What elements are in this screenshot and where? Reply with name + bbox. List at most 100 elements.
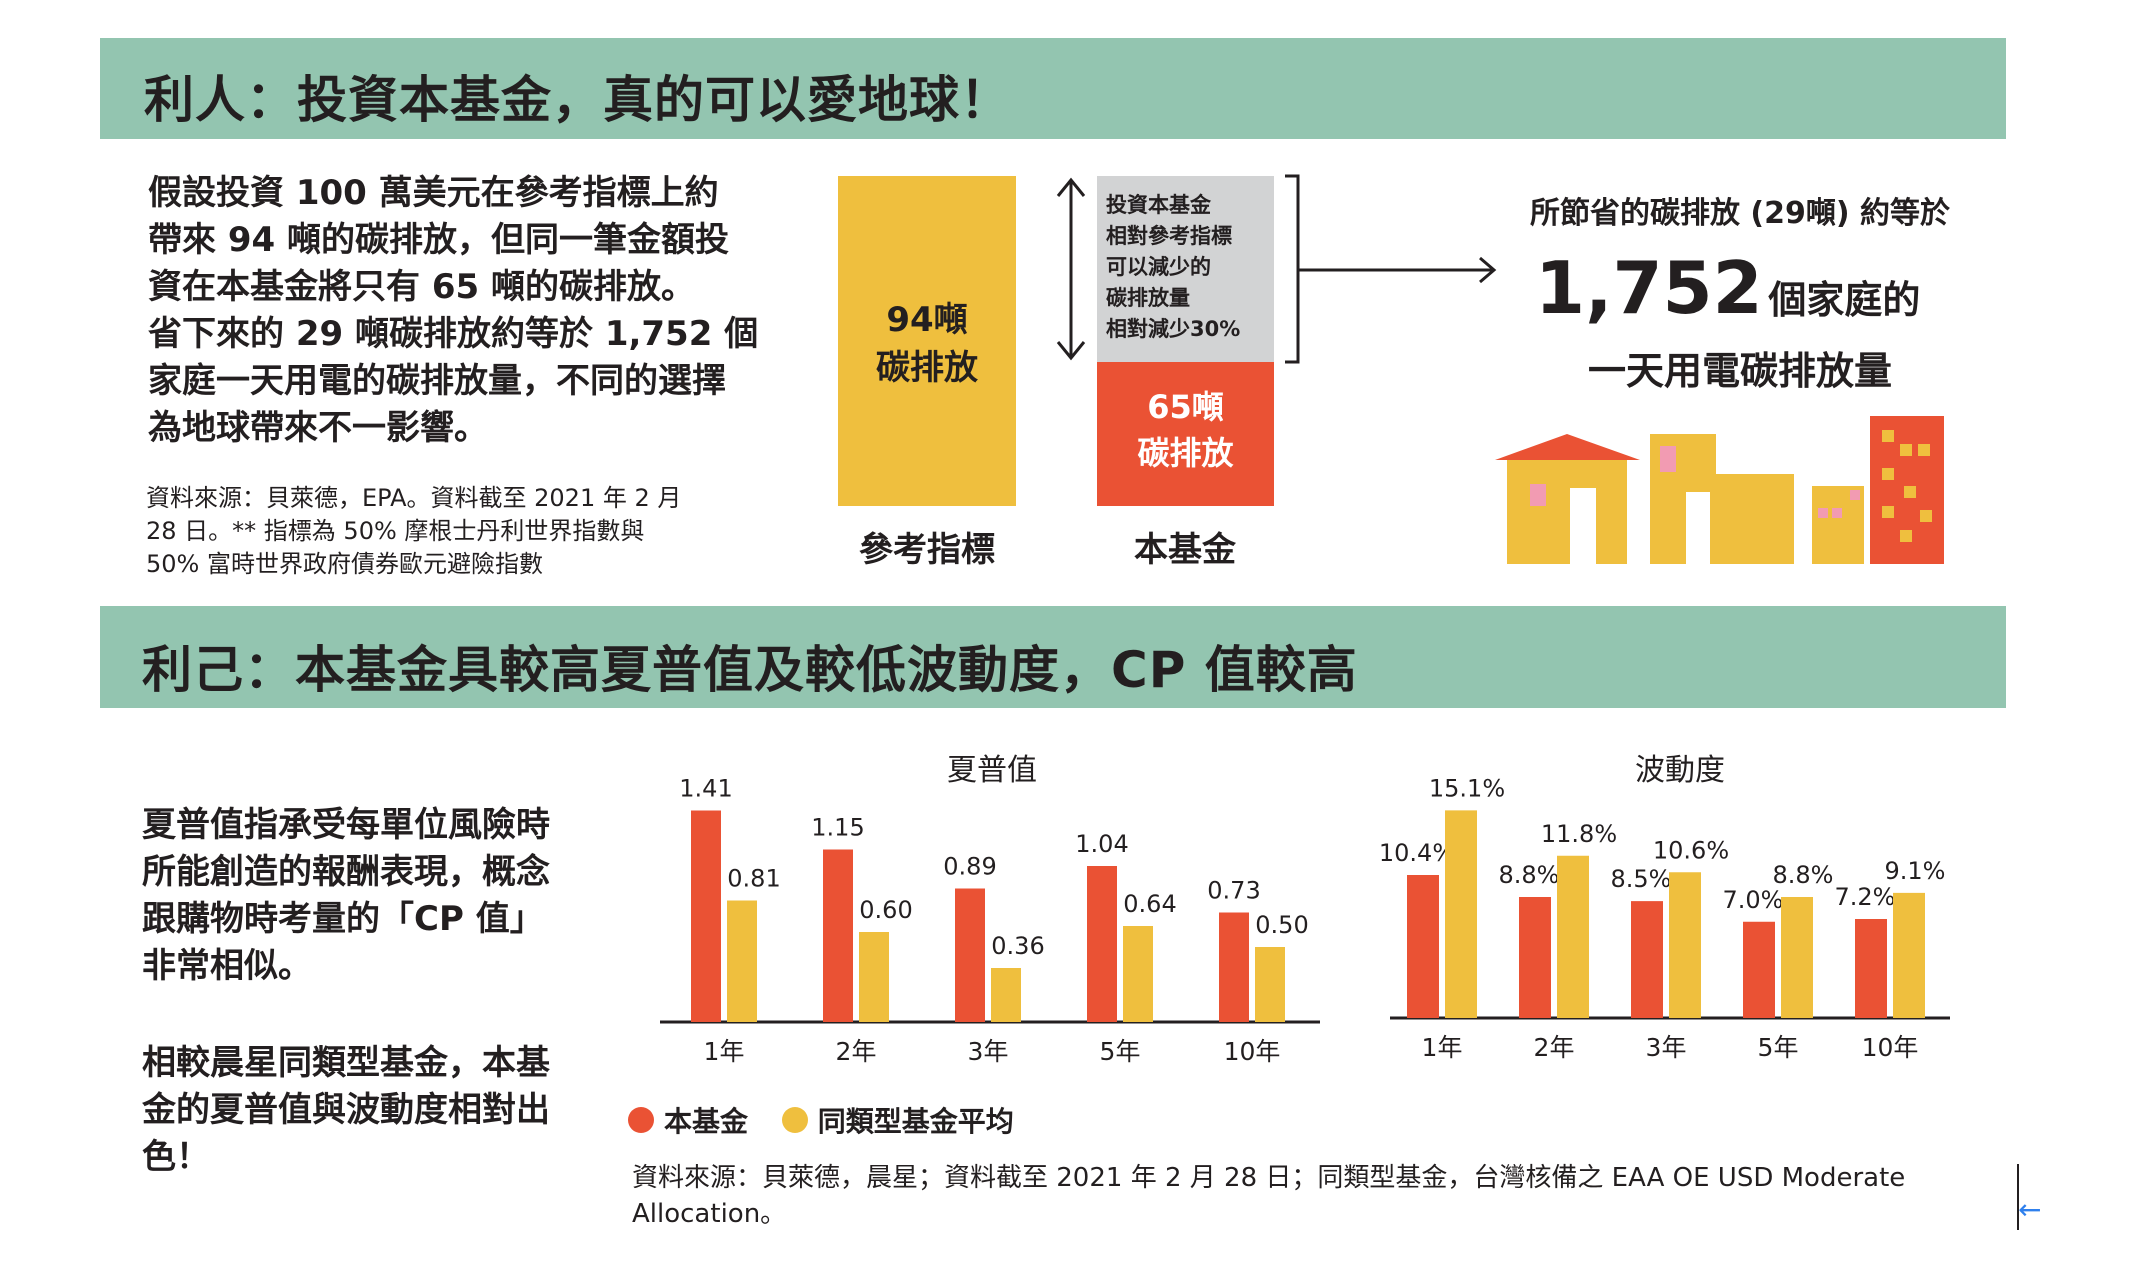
source-line: 50% 富時世界政府債券歐元避險指數 [146, 550, 543, 578]
x-tick-label: 1年 [704, 1037, 745, 1066]
houses-illustration [1495, 416, 1944, 564]
paragraph-line: 為地球帶來不一影響。 [148, 408, 488, 448]
paragraph-line: 夏普值指承受每單位風險時 [142, 805, 550, 845]
data-label-peer: 0.64 [1123, 890, 1176, 918]
data-label-peer: 0.36 [991, 932, 1044, 960]
chart-title: 波動度 [1635, 753, 1725, 788]
bar-peer [1669, 872, 1701, 1018]
section2-source: 資料來源：貝萊德，晨星；資料截至 2021 年 2 月 28 日；同類型基金，台… [632, 1160, 1905, 1232]
equivalent-number: 1,752 [1535, 246, 1763, 330]
benchmark-bar-label: 94噸 碳排放 [838, 296, 1016, 392]
section1-banner: 利人：投資本基金，真的可以愛地球！ [100, 38, 2006, 139]
x-tick-label: 5年 [1100, 1037, 1141, 1066]
equivalent-unit: 個家庭的 [1768, 278, 1921, 322]
legend-item-fund: 本基金 [628, 1100, 748, 1140]
data-label-fund: 1.41 [679, 775, 732, 803]
reduction-line: 相對減少30% [1106, 317, 1241, 341]
benchmark-bar [838, 176, 1016, 506]
paragraph-line: 金的夏普值與波動度相對出 [142, 1090, 550, 1130]
data-label-fund: 8.5% [1611, 865, 1672, 893]
bar-peer [1781, 897, 1813, 1018]
fund-label-line: 碳排放 [1137, 434, 1234, 472]
equivalent-line2: 一天用電碳排放量 [1587, 349, 1892, 393]
section1-source: 資料來源：貝萊德，EPA。資料截至 2021 年 2 月 28 日。** 指標為… [146, 482, 681, 581]
reduction-line: 投資本基金 [1106, 193, 1211, 217]
arrow-left-icon: ← [2018, 1193, 2042, 1226]
paragraph-line: 省下來的 29 噸碳排放約等於 1,752 個 [148, 314, 759, 354]
reduction-box-text: 投資本基金 相對參考指標 可以減少的 碳排放量 相對減少30% [1106, 190, 1240, 345]
building-icon [1650, 434, 1794, 564]
bar-fund [1407, 875, 1439, 1018]
bar-peer [1557, 855, 1589, 1018]
bar-peer [991, 968, 1021, 1022]
data-label-fund: 0.73 [1207, 877, 1260, 905]
bar-fund [1855, 919, 1887, 1018]
house-icon [1495, 434, 1640, 564]
paragraph-line: 所能創造的報酬表現，概念 [142, 852, 550, 892]
legend-dot-fund [628, 1107, 654, 1133]
chart-legend: 本基金 同類型基金平均 [628, 1100, 1014, 1140]
bar-fund [1631, 901, 1663, 1018]
section2-title: 利己：本基金具較高夏普值及較低波動度，CP 值較高 [142, 641, 1358, 699]
bar-peer [1123, 926, 1153, 1022]
data-label-fund: 1.15 [811, 814, 864, 842]
reduction-line: 可以減少的 [1106, 255, 1211, 279]
x-tick-label: 2年 [1534, 1033, 1575, 1062]
data-label-peer: 9.1% [1885, 857, 1946, 885]
x-tick-label: 3年 [968, 1037, 1009, 1066]
data-label-fund: 1.04 [1075, 830, 1128, 858]
legend-label: 同類型基金平均 [817, 1105, 1014, 1138]
x-tick-label: 5年 [1758, 1033, 1799, 1062]
paragraph-line: 色！ [142, 1137, 210, 1177]
source-line: 資料來源：貝萊德，EPA。資料截至 2021 年 2 月 [146, 484, 682, 512]
paragraph-line: 資在本基金將只有 65 噸的碳排放。 [148, 267, 695, 307]
section2-banner: 利己：本基金具較高夏普值及較低波動度，CP 值較高 [100, 606, 2006, 708]
paragraph-line: 家庭一天用電的碳排放量，不同的選擇 [148, 361, 726, 401]
bar-fund [1519, 897, 1551, 1018]
fund-label-line: 65噸 [1147, 388, 1224, 426]
double-arrow-icon [1056, 177, 1086, 361]
reduction-line: 相對參考指標 [1106, 224, 1232, 248]
fund-caption: 本基金 [1134, 530, 1236, 570]
x-tick-label: 10年 [1224, 1037, 1281, 1066]
paragraph-line: 跟購物時考量的「CP 值」 [142, 899, 544, 939]
bar-peer [1893, 892, 1925, 1018]
arrow-right-icon [1298, 256, 1497, 284]
reduction-box [1097, 176, 1274, 362]
text-cursor-icon [2017, 1164, 2019, 1230]
bar-fund [1087, 866, 1117, 1022]
x-tick-label: 3年 [1646, 1033, 1687, 1062]
benchmark-label-line: 碳排放 [876, 348, 978, 388]
legend-label: 本基金 [664, 1105, 749, 1138]
bar-fund [955, 888, 985, 1022]
paragraph-line: 相較晨星同類型基金，本基 [142, 1043, 550, 1083]
source-line: Allocation。 [632, 1199, 787, 1229]
data-label-fund: 7.0% [1723, 886, 1784, 914]
benchmark-label-line: 94噸 [886, 300, 968, 340]
volatility-chart: 波動度 10.4% 15.1% 1年 8.8% 11.8% 2年 8.5%10.6% 3年 7.0… [1379, 753, 1950, 1062]
fund-bar-label: 65噸 碳排放 [1097, 384, 1274, 476]
equivalent-heading: 所節省的碳排放 (29噸) 約等於 [1529, 196, 1951, 231]
bar-peer [1255, 947, 1285, 1022]
x-tick-label: 1年 [1422, 1033, 1463, 1062]
bar-fund [691, 810, 721, 1022]
bar-peer [859, 932, 889, 1022]
data-label-peer: 0.50 [1255, 911, 1308, 939]
data-label-peer: 0.60 [859, 896, 912, 924]
tower-icon [1812, 416, 1944, 564]
section1-title: 利人：投資本基金，真的可以愛地球！ [144, 71, 1011, 129]
sharpe-ratio-chart: 夏普值 1.41 0.81 1年 1.15 0.60 2年 0.89 0.36 3年 1.04 0.6… [660, 753, 1320, 1066]
legend-item-peer: 同類型基金平均 [781, 1100, 1014, 1140]
section1-paragraph: 假設投資 100 萬美元在參考指標上約 帶來 94 噸的碳排放，但同一筆金額投 … [148, 170, 758, 452]
data-label-fund: 7.2% [1835, 883, 1896, 911]
bar-fund [1219, 912, 1249, 1022]
chart-title: 夏普值 [947, 753, 1037, 788]
paragraph-line: 帶來 94 噸的碳排放，但同一筆金額投 [148, 220, 729, 260]
fund-bar [1097, 362, 1274, 506]
data-label-peer: 10.6% [1653, 836, 1729, 864]
bar-fund [823, 849, 853, 1022]
data-label-peer: 0.81 [727, 865, 780, 893]
section2-paragraph2: 相較晨星同類型基金，本基 金的夏普值與波動度相對出 色！ [142, 1040, 550, 1181]
data-label-peer: 11.8% [1541, 820, 1617, 848]
data-label-peer: 15.1% [1429, 774, 1505, 802]
